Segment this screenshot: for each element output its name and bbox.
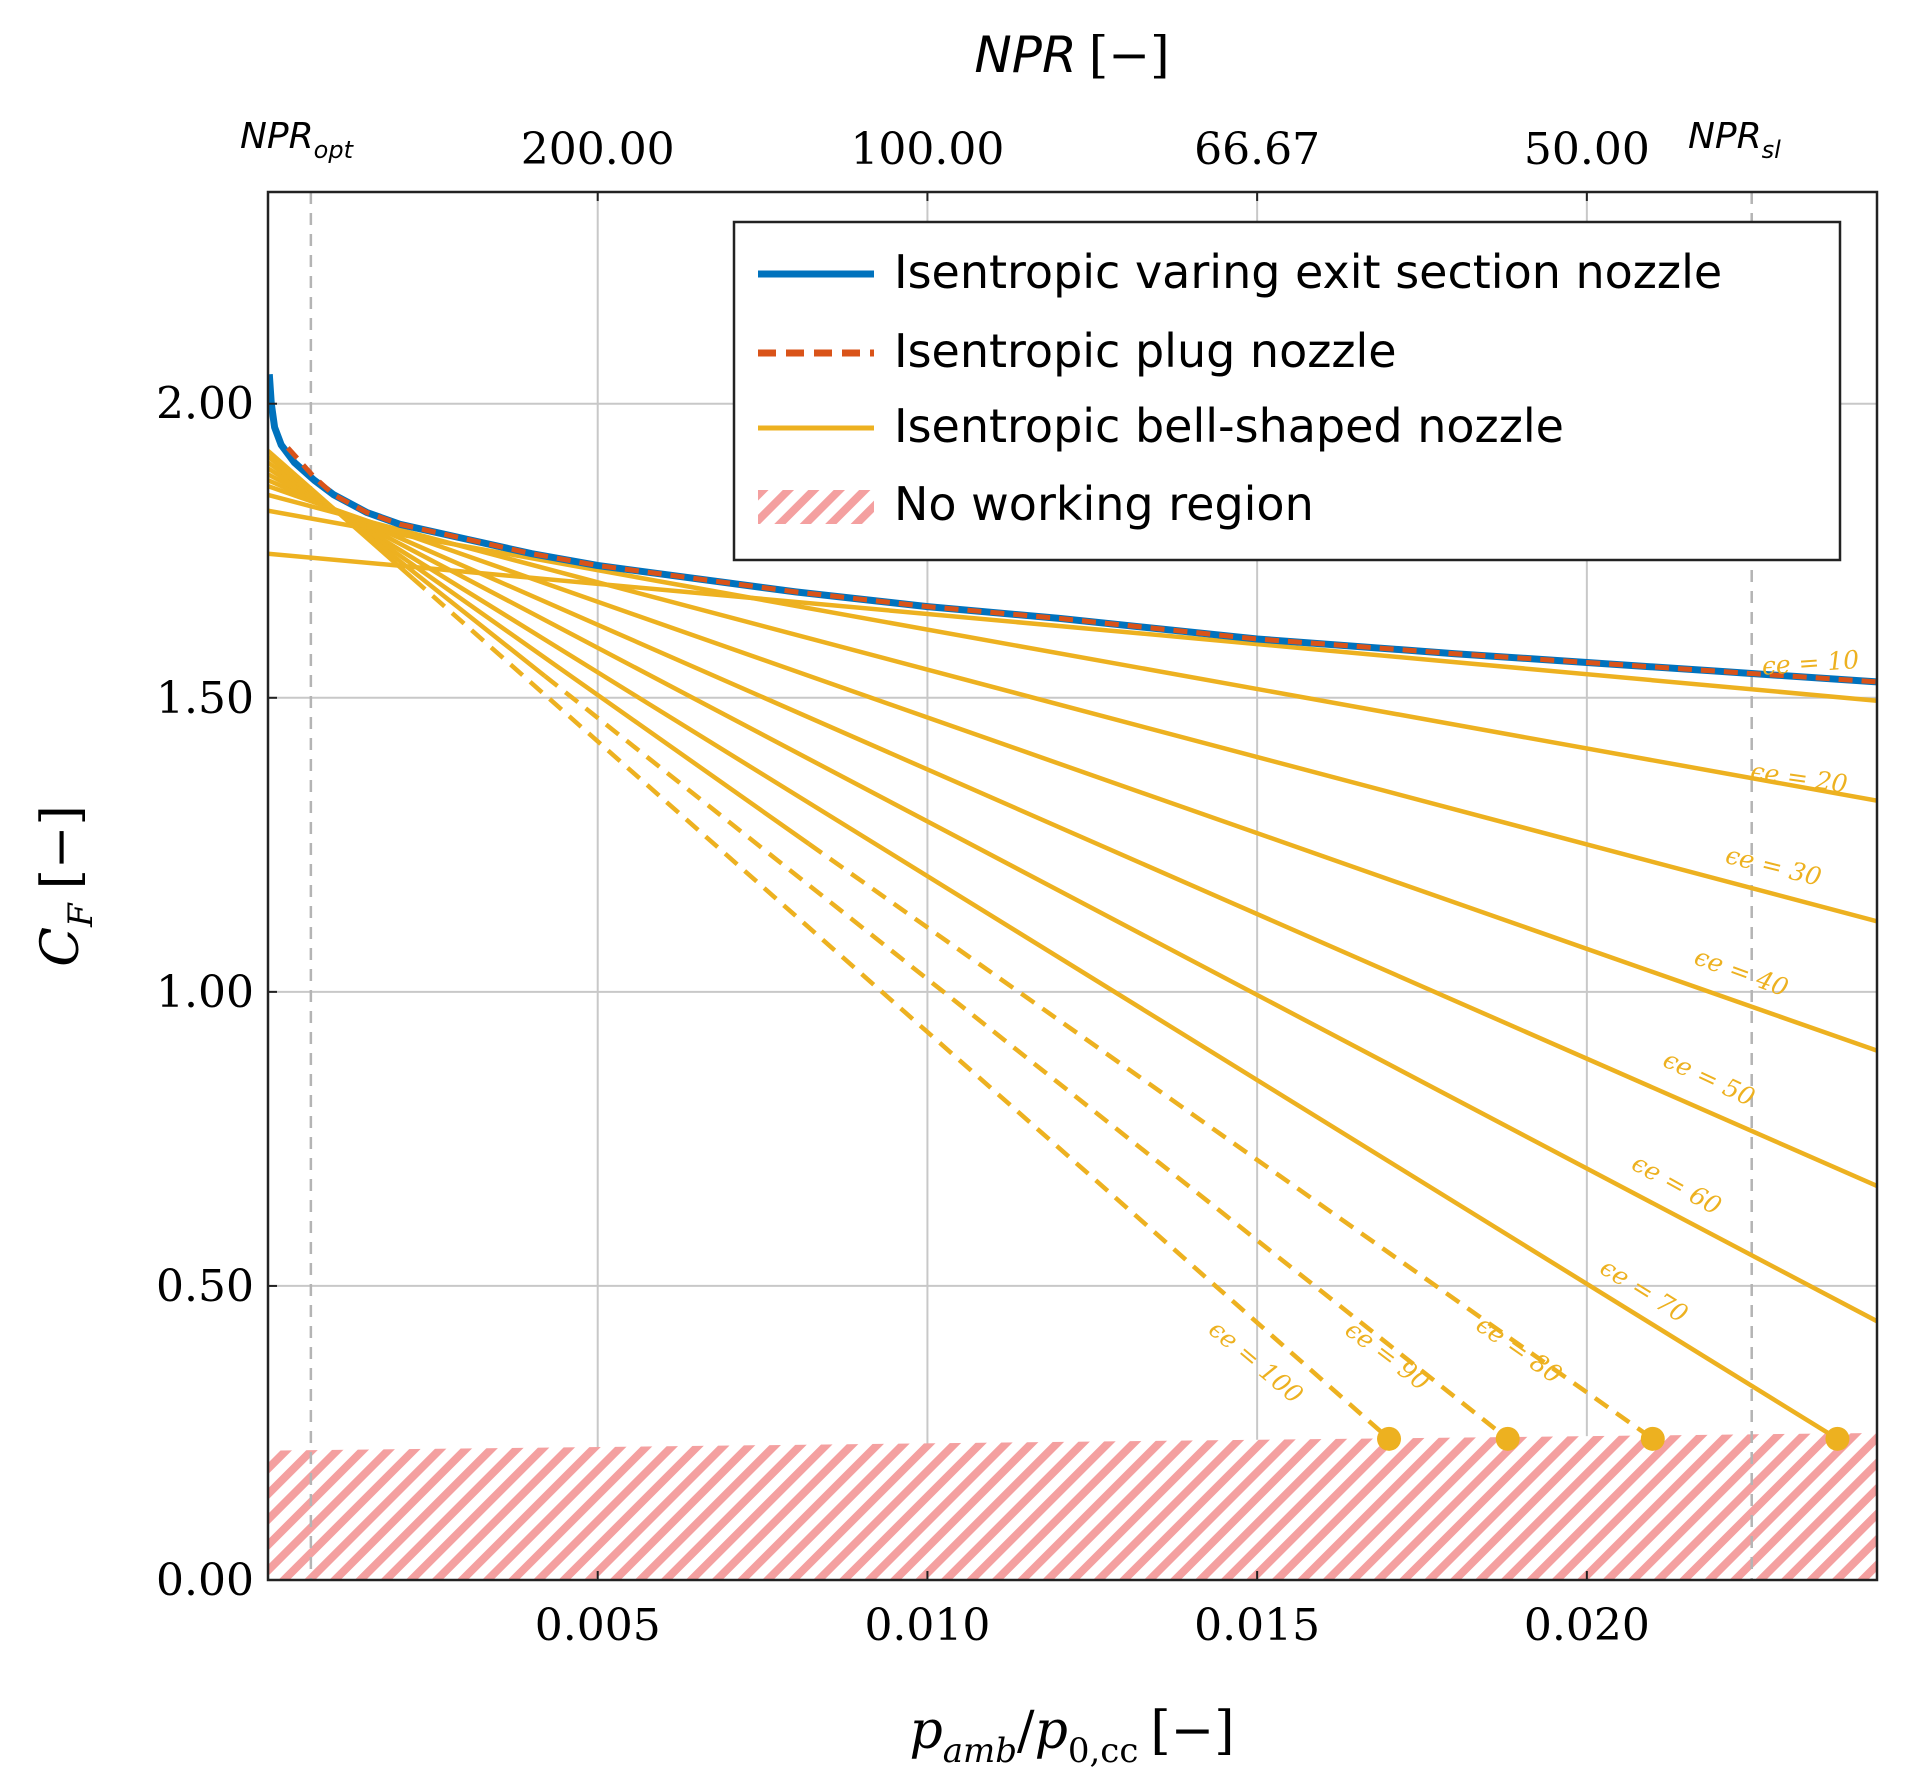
y-axis-ticks: 0.00 0.50 1.00 1.50 2.00	[156, 379, 277, 1606]
x-tick-label: 0.005	[535, 1600, 661, 1651]
bell-nozzle-label-eps-10: ϵe = 10	[1761, 645, 1860, 681]
series-plug-line	[285, 446, 1877, 685]
bell-nozzle-endpoint-eps-90	[1495, 1426, 1520, 1451]
npr-sl-label: NPRsl	[1688, 116, 1781, 164]
bell-nozzle-line-eps-30	[268, 492, 1877, 924]
no-working-region	[268, 1432, 1877, 1580]
y-tick-label: 1.00	[156, 967, 254, 1018]
bell-nozzle-dashed-eps-80	[807, 841, 1655, 1441]
y-tick-label: 0.50	[156, 1261, 254, 1312]
bell-nozzle-label-eps-50: ϵe = 50	[1659, 1045, 1760, 1113]
npr-opt-label: NPRopt	[240, 116, 355, 164]
x-axis-ticks: 0.005 0.010 0.015 0.020	[535, 1571, 1650, 1651]
top-tick-label: 50.00	[1524, 124, 1650, 175]
legend-label-no-working: No working region	[894, 477, 1314, 531]
legend-label-bell: Isentropic bell-shaped nozzle	[894, 399, 1564, 453]
y-tick-label: 1.50	[156, 673, 254, 724]
bell-nozzle-label-eps-40: ϵe = 40	[1691, 942, 1793, 1003]
top-tick-label: 200.00	[521, 124, 675, 175]
y-tick-label: 0.00	[156, 1555, 254, 1606]
bell-nozzle-label-eps-60: ϵe = 60	[1627, 1148, 1726, 1221]
x-tick-label: 0.020	[1524, 1600, 1650, 1651]
legend-frame	[732, 220, 1842, 562]
x-axis-label: pamb/p0,cc [−]	[909, 1701, 1234, 1771]
legend-swatch-no-working	[758, 490, 874, 524]
top-tick-label: 100.00	[850, 124, 1004, 175]
x-tick-label: 0.015	[1194, 1600, 1320, 1651]
bell-nozzle-line-eps-10	[268, 551, 1877, 703]
legend-label-varying: Isentropic varing exit section nozzle	[894, 245, 1722, 299]
legend-label-plug: Isentropic plug nozzle	[894, 324, 1397, 378]
bell-nozzle-line-eps-50	[268, 478, 1877, 1189]
bell-nozzle-label-eps-90: ϵe = 90	[1340, 1315, 1435, 1397]
plot-frame	[266, 190, 1879, 1582]
x-tick-label: 0.010	[864, 1600, 990, 1651]
bell-nozzle-line-eps-100	[268, 449, 415, 581]
top-axis-ticks: 200.00 100.00 66.67 50.00	[521, 124, 1650, 201]
top-axis-label: NPR [−]	[974, 26, 1169, 84]
series-layer	[268, 374, 1877, 1451]
bell-nozzle-line-eps-60	[268, 472, 1877, 1324]
bell-nozzle-endpoint-eps-80	[1640, 1426, 1665, 1451]
y-axis-label: CF[−]	[31, 805, 101, 967]
bell-nozzle-line-eps-40	[268, 483, 1877, 1053]
bell-nozzle-label-eps-100: ϵe = 100	[1203, 1314, 1309, 1409]
bell-nozzle-dashed-eps-90	[543, 674, 1510, 1441]
top-axis-label-main: NPR	[974, 26, 1076, 84]
top-axis-label-unit: [−]	[1089, 26, 1170, 84]
top-tick-label: 66.67	[1194, 124, 1320, 175]
bell-nozzle-line-eps-20	[268, 508, 1877, 803]
bell-nozzle-label-eps-80: ϵe = 80	[1471, 1310, 1568, 1390]
y-tick-label: 2.00	[156, 379, 254, 430]
bell-nozzle-dashed-eps-100	[411, 576, 1391, 1441]
legend: Isentropic varing exit section nozzle Is…	[732, 220, 1842, 562]
bell-nozzle-label-eps-20: ϵe = 20	[1749, 756, 1850, 798]
bell-nozzle-endpoint-eps-70	[1825, 1426, 1850, 1451]
no-working-region-layer	[268, 1432, 1877, 1580]
bell-nozzle-line-eps-70	[268, 466, 1839, 1441]
bell-nozzle-endpoint-eps-100	[1377, 1426, 1402, 1451]
